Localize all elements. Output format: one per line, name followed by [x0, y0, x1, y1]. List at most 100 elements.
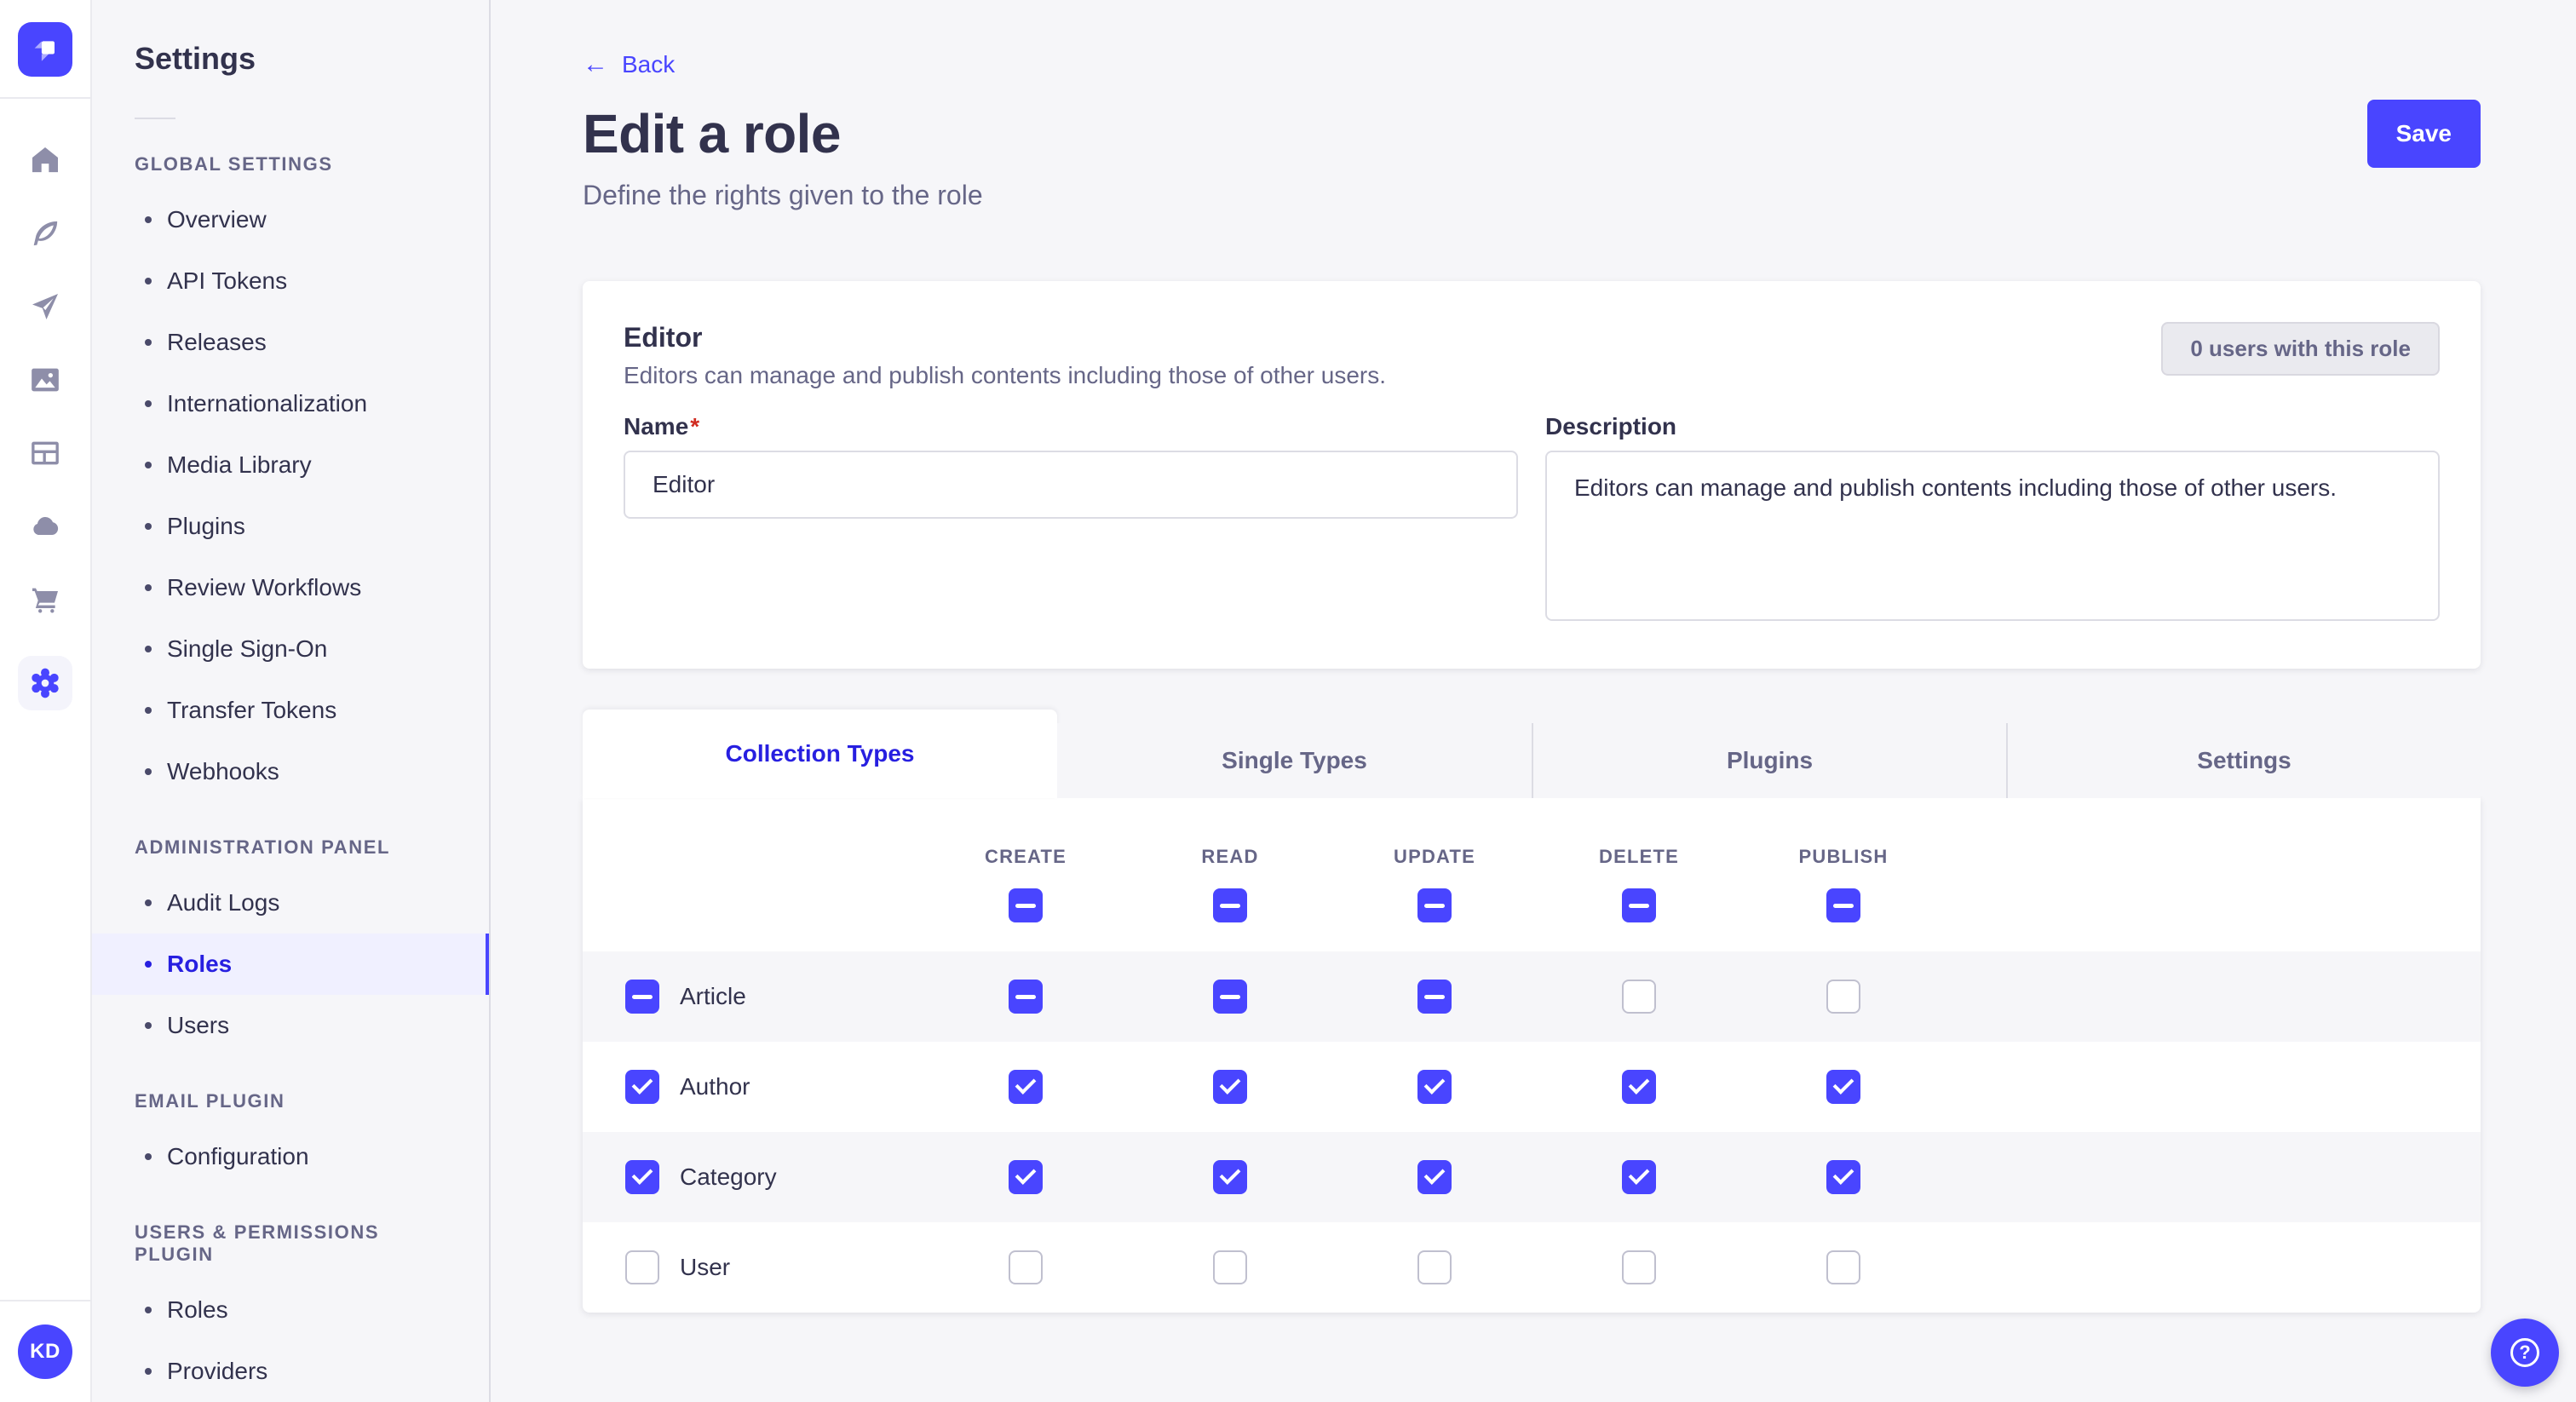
article-publish-checkbox[interactable] [1826, 980, 1860, 1014]
sidebar-title-divider [135, 118, 175, 119]
page-title: Edit a role [583, 103, 841, 164]
row-label-cell-user: User [583, 1250, 923, 1284]
tab-plugins[interactable]: Plugins [1532, 723, 2006, 798]
column-header-read: READ [1201, 846, 1259, 867]
author-read-cell [1128, 1070, 1332, 1104]
bullet-icon [145, 707, 152, 714]
user-avatar[interactable]: KD [18, 1324, 72, 1379]
sidebar-item-media-library[interactable]: Media Library [92, 434, 489, 496]
description-textarea[interactable]: Editors can manage and publish contents … [1545, 451, 2440, 621]
content-type-builder-icon[interactable] [28, 436, 62, 470]
sidebar-item-releases[interactable]: Releases [92, 312, 489, 373]
author-publish-checkbox[interactable] [1826, 1070, 1860, 1104]
name-input[interactable] [624, 451, 1518, 519]
sidebar-section-label-users-permissions-plugin: USERS & PERMISSIONS PLUGIN [135, 1221, 380, 1265]
save-button[interactable]: Save [2366, 100, 2481, 168]
tab-single-types[interactable]: Single Types [1057, 723, 1532, 798]
category-delete-checkbox[interactable] [1622, 1160, 1656, 1194]
sidebar-item-review-workflows[interactable]: Review Workflows [92, 557, 489, 618]
settings-gear-icon[interactable] [18, 656, 72, 710]
row-article-checkbox[interactable] [625, 980, 659, 1014]
back-link[interactable]: ← Back [583, 51, 675, 78]
category-publish-checkbox[interactable] [1826, 1160, 1860, 1194]
sidebar-item-providers[interactable]: Providers [92, 1341, 489, 1402]
category-update-checkbox[interactable] [1417, 1160, 1452, 1194]
row-user-checkbox[interactable] [625, 1250, 659, 1284]
article-update-cell [1332, 980, 1537, 1014]
strapi-logo[interactable] [18, 22, 72, 77]
article-create-checkbox[interactable] [1009, 980, 1043, 1014]
tab-collection-types[interactable]: Collection Types [583, 710, 1057, 798]
permissions-tabs: Collection Types Single Types Plugins Setti… [583, 710, 2481, 798]
bullet-icon [145, 339, 152, 346]
category-read-cell [1128, 1160, 1332, 1194]
user-update-cell [1332, 1250, 1537, 1284]
sidebar-item-label: Roles [167, 951, 233, 977]
bullet-icon [145, 1153, 152, 1160]
sidebar-item-webhooks[interactable]: Webhooks [92, 741, 489, 802]
author-update-cell [1332, 1070, 1537, 1104]
role-description-text: Editors can manage and publish contents … [624, 362, 1387, 388]
select-all-read-checkbox[interactable] [1213, 888, 1247, 922]
sidebar-item-roles[interactable]: Roles [92, 934, 489, 995]
permission-row-author: Author [583, 1042, 2481, 1132]
rail-user-area: KD [0, 1300, 90, 1402]
select-all-publish-checkbox[interactable] [1826, 888, 1860, 922]
sidebar-title: Settings [135, 41, 256, 76]
sidebar-item-label: Transfer Tokens [167, 697, 337, 723]
sidebar-item-api-tokens[interactable]: API Tokens [92, 250, 489, 312]
rail-icon-list [18, 99, 72, 1300]
article-update-checkbox[interactable] [1417, 980, 1452, 1014]
article-create-cell [923, 980, 1128, 1014]
user-delete-checkbox[interactable] [1622, 1250, 1656, 1284]
author-update-checkbox[interactable] [1417, 1070, 1452, 1104]
user-publish-cell [1741, 1250, 1946, 1284]
releases-icon[interactable] [28, 290, 62, 324]
user-publish-checkbox[interactable] [1826, 1250, 1860, 1284]
sidebar-item-audit-logs[interactable]: Audit Logs [92, 872, 489, 934]
home-icon[interactable] [28, 143, 62, 177]
sidebar-item-label: Providers [167, 1358, 268, 1384]
sidebar-item-plugins[interactable]: Plugins [92, 496, 489, 557]
category-create-checkbox[interactable] [1009, 1160, 1043, 1194]
article-delete-checkbox[interactable] [1622, 980, 1656, 1014]
media-library-icon[interactable] [28, 363, 62, 397]
bullet-icon [145, 961, 152, 968]
page-subtitle: Define the rights given to the role [583, 180, 983, 210]
bullet-icon [145, 1368, 152, 1375]
article-publish-cell [1741, 980, 1946, 1014]
sidebar-item-single-sign-on[interactable]: Single Sign-On [92, 618, 489, 680]
settings-sidebar: Settings GLOBAL SETTINGS Overview API Toke… [92, 0, 491, 1402]
author-create-checkbox[interactable] [1009, 1070, 1043, 1104]
column-header-delete: DELETE [1599, 846, 1679, 867]
author-read-checkbox[interactable] [1213, 1070, 1247, 1104]
select-all-delete-checkbox[interactable] [1622, 888, 1656, 922]
row-category-checkbox[interactable] [625, 1160, 659, 1194]
article-read-checkbox[interactable] [1213, 980, 1247, 1014]
help-button[interactable]: ? [2491, 1319, 2559, 1387]
user-read-checkbox[interactable] [1213, 1250, 1247, 1284]
row-author-checkbox[interactable] [625, 1070, 659, 1104]
marketplace-cart-icon[interactable] [28, 583, 62, 617]
sidebar-item-internationalization[interactable]: Internationalization [92, 373, 489, 434]
sidebar-item-users[interactable]: Users [92, 995, 489, 1056]
row-label-cell-article: Article [583, 980, 923, 1014]
sidebar-item-label: Webhooks [167, 758, 279, 784]
row-label: Author [680, 1073, 750, 1100]
sidebar-item-configuration[interactable]: Configuration [92, 1126, 489, 1187]
tab-settings[interactable]: Settings [2006, 723, 2481, 798]
content-manager-icon[interactable] [28, 216, 62, 250]
deploy-cloud-icon[interactable] [28, 509, 62, 543]
sidebar-item-transfer-tokens[interactable]: Transfer Tokens [92, 680, 489, 741]
sidebar-item-overview[interactable]: Overview [92, 189, 489, 250]
required-asterisk: * [690, 413, 700, 440]
category-read-checkbox[interactable] [1213, 1160, 1247, 1194]
user-create-checkbox[interactable] [1009, 1250, 1043, 1284]
select-all-create-checkbox[interactable] [1009, 888, 1043, 922]
select-all-update-checkbox[interactable] [1417, 888, 1452, 922]
author-delete-checkbox[interactable] [1622, 1070, 1656, 1104]
user-update-checkbox[interactable] [1417, 1250, 1452, 1284]
article-delete-cell [1537, 980, 1741, 1014]
sidebar-item-roles[interactable]: Roles [92, 1279, 489, 1341]
